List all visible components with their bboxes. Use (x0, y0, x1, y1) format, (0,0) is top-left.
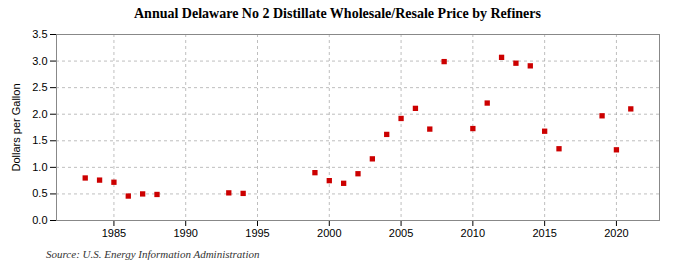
html-text:Source: U.S. Energy Informatio: Source: U.S. Energy Information Administ… (46, 248, 260, 260)
svg-text:1.0: 1.0 (32, 161, 47, 173)
svg-text:2000: 2000 (317, 227, 341, 239)
svg-text:3.0: 3.0 (32, 55, 47, 67)
svg-text:0.5: 0.5 (32, 187, 47, 199)
svg-text:1985: 1985 (102, 227, 126, 239)
svg-text:1995: 1995 (245, 227, 269, 239)
svg-text:2020: 2020 (604, 227, 628, 239)
svg-text:2.5: 2.5 (32, 81, 47, 93)
svg-text:1.5: 1.5 (32, 134, 47, 146)
svg-text:3.5: 3.5 (32, 28, 47, 40)
svg-text:2005: 2005 (389, 227, 413, 239)
svg-text:0.0: 0.0 (32, 214, 47, 226)
svg-text:1990: 1990 (173, 227, 197, 239)
svg-text:2010: 2010 (461, 227, 485, 239)
svg-text:2.0: 2.0 (32, 108, 47, 120)
html-text:Annual Delaware No 2 Distillat: Annual Delaware No 2 Distillate Wholesal… (134, 6, 541, 21)
svg-text:Dollars per Gallon: Dollars per Gallon (10, 83, 22, 171)
svg-text:2015: 2015 (532, 227, 556, 239)
